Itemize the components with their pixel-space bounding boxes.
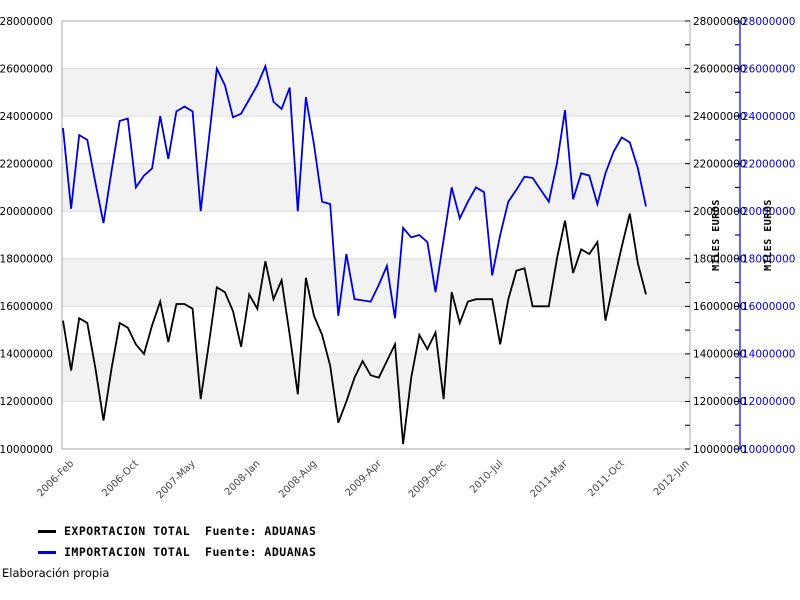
y-axis-left-label: 10000000: [0, 444, 53, 456]
y-axis-right-label: 28000000: [693, 16, 746, 28]
x-axis-label: 2011-Mar: [528, 458, 570, 500]
x-axis-label: 2006-Oct: [100, 458, 141, 499]
legend-item-importacion: IMPORTACION TOTAL Fuente: ADUANAS: [38, 545, 316, 559]
plot-band: [62, 116, 690, 164]
x-axis-label: 2011-Oct: [586, 458, 627, 499]
plot-band: [62, 163, 690, 212]
y-axis-right-label: 14000000: [693, 349, 746, 361]
y-axis-right2-label: 16000000: [742, 301, 795, 313]
y-axis-right-label: 12000000: [693, 396, 746, 408]
y-axis-right2-label: 26000000: [742, 63, 795, 75]
plot-band: [62, 258, 690, 307]
x-axis-label: 2006-Feb: [35, 458, 76, 499]
y-axis-left-label: 26000000: [0, 63, 53, 75]
y-axis-right-label: 24000000: [693, 111, 746, 123]
plot-band: [62, 211, 690, 259]
x-axis-label: 2009-Dec: [407, 458, 449, 500]
export-line: [62, 213, 647, 445]
y-axis-right2-label: 28000000: [742, 16, 795, 28]
y-axis-right-label: 16000000: [693, 301, 746, 313]
right-axis2-title: MILES EUROS: [763, 199, 774, 271]
y-axis-left-label: 18000000: [0, 254, 53, 266]
plot-band: [62, 68, 690, 117]
right-axis-title: MILES EUROS: [711, 199, 722, 271]
y-axis-right2-label: 10000000: [742, 444, 795, 456]
import-line: [62, 63, 647, 319]
export-line-swatch: [38, 529, 56, 533]
y-axis-right2-label: 12000000: [742, 396, 795, 408]
y-axis-right2-label: 18000000: [742, 254, 795, 266]
plot-band: [62, 401, 690, 449]
y-axis-left-label: 28000000: [0, 16, 53, 28]
y-axis-right2-label: 24000000: [742, 111, 795, 123]
y-axis-right-label: 20000000: [693, 206, 746, 218]
y-axis-right2-label: 14000000: [742, 349, 795, 361]
legend-label-importacion: IMPORTACION TOTAL Fuente: ADUANAS: [64, 545, 317, 559]
y-axis-left-label: 16000000: [0, 301, 53, 313]
legend-label-exportacion: EXPORTACION TOTAL Fuente: ADUANAS: [64, 524, 317, 538]
chart-legend: EXPORTACION TOTAL Fuente: ADUANAS IMPORT…: [38, 524, 316, 559]
credit-text: Elaboración propia: [2, 566, 110, 580]
y-axis-left-label: 22000000: [0, 158, 53, 170]
y-axis-left-label: 12000000: [0, 396, 53, 408]
y-axis-right2-label: 22000000: [742, 158, 795, 170]
y-axis-right-label: 22000000: [693, 158, 746, 170]
y-axis-right-label: 26000000: [693, 63, 746, 75]
x-axis-label: 2008-Aug: [277, 458, 319, 500]
x-axis-label: 2010-Jul: [468, 458, 505, 495]
y-axis-left-label: 14000000: [0, 349, 53, 361]
y-axis-left-label: 24000000: [0, 111, 53, 123]
x-axis-label: 2008-Jan: [223, 458, 263, 498]
legend-item-exportacion: EXPORTACION TOTAL Fuente: ADUANAS: [38, 524, 316, 538]
plot-band: [62, 21, 690, 69]
import-line-swatch: [38, 550, 56, 554]
y-axis-right-label: 18000000: [693, 254, 746, 266]
x-axis-label: 2012-Jun: [652, 458, 692, 498]
y-axis-right-label: 10000000: [693, 444, 746, 456]
x-axis-label: 2009-Apr: [344, 458, 385, 499]
y-axis-left-label: 20000000: [0, 206, 53, 218]
y-axis-right2-label: 20000000: [742, 206, 795, 218]
x-axis-label: 2007-May: [155, 458, 198, 501]
